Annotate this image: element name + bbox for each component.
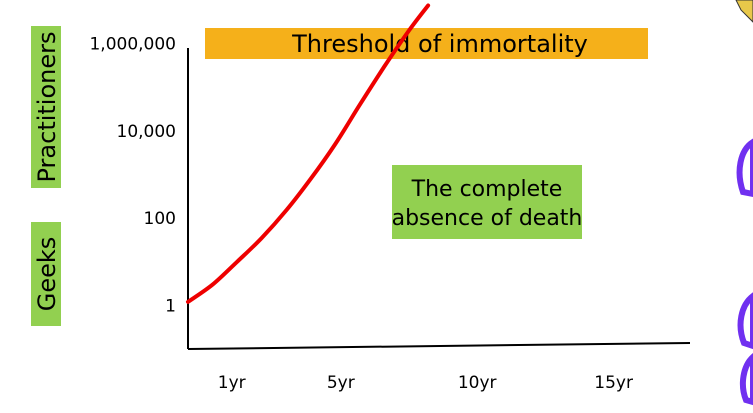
- geeks-label: Geeks: [31, 222, 61, 326]
- x-tick-labels: 1yr 5yr 10yr 15yr: [218, 373, 633, 393]
- threshold-band: Threshold of immortality: [205, 28, 648, 59]
- y-tick-label: 1: [165, 296, 176, 316]
- y-tick-label: 10,000: [117, 122, 176, 142]
- y-tick-label: 1,000,000: [89, 35, 176, 55]
- y-tick-label: 100: [144, 209, 176, 229]
- practitioners-label: Practitioners: [31, 26, 61, 188]
- geeks-label-background: [31, 222, 61, 326]
- x-tick-label: 10yr: [458, 373, 497, 393]
- practitioners-label-text: Practitioners: [33, 31, 61, 182]
- geeks-label-text: Geeks: [33, 237, 61, 312]
- decor-shapes: [735, 0, 753, 406]
- annotation-box: The complete absence of death: [392, 165, 583, 239]
- series-line: [186, 3, 431, 304]
- x-tick-label: 1yr: [218, 373, 246, 393]
- annotation-box-background: [392, 165, 582, 239]
- decor-purple-arc: [739, 352, 753, 406]
- decor-purple-arc: [736, 138, 753, 198]
- x-tick-label: 5yr: [327, 373, 355, 393]
- x-axis: [187, 342, 691, 350]
- annotation-box-line: absence of death: [392, 206, 583, 231]
- threshold-band-label: Threshold of immortality: [291, 30, 588, 58]
- x-tick-label: 15yr: [594, 373, 633, 393]
- decor-purple-arc: [737, 292, 753, 350]
- threshold-band-background: [205, 28, 648, 59]
- y-tick-labels: 1 100 10,000 1,000,000: [89, 35, 176, 317]
- practitioners-label-background: [31, 26, 61, 188]
- decor-fragment-top: [735, 0, 753, 23]
- annotation-box-line: The complete: [411, 177, 563, 202]
